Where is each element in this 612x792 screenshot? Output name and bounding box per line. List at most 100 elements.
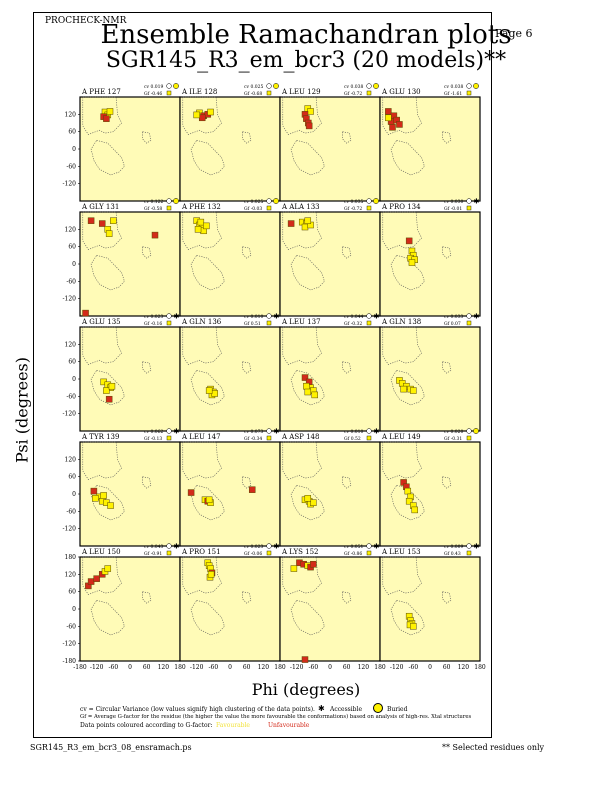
cv-clock-icon <box>266 83 272 89</box>
data-point <box>87 578 95 585</box>
allowed-region <box>342 591 352 604</box>
gf-value: Gf -0.34 <box>244 436 262 442</box>
buried-icon <box>473 428 479 434</box>
gf-swatch <box>166 435 172 441</box>
allowed-region <box>282 441 323 480</box>
y-tick-label: -120 <box>63 181 77 188</box>
x-tick-label: 60 <box>243 664 251 671</box>
panel-background <box>279 556 381 662</box>
gf-swatch <box>166 205 172 211</box>
y-tick-label: 120 <box>65 456 77 463</box>
x-tick-label: 180 <box>374 664 386 671</box>
x-tick-label: 120 <box>158 664 170 671</box>
legend-buried-icon <box>373 703 383 713</box>
accessible-icon: ✱ <box>174 428 180 436</box>
cv-clock-icon <box>366 83 372 89</box>
gf-value: Gf -0.91 <box>144 551 162 557</box>
y-tick-label: -60 <box>66 163 76 170</box>
panel-background <box>79 96 181 202</box>
residue-label: A GLU 130 <box>381 88 421 96</box>
data-point <box>197 218 205 226</box>
allowed-region <box>442 476 452 489</box>
residue-label: A LEU 137 <box>281 318 321 326</box>
allowed-region <box>290 139 325 176</box>
x-tick-label: -180 <box>73 664 87 671</box>
cv-clock-icon <box>266 313 272 319</box>
data-point <box>207 571 215 578</box>
data-point <box>205 387 213 394</box>
allowed-region <box>82 326 123 365</box>
gf-value: Gf -1.61 <box>444 91 462 97</box>
data-point <box>301 223 309 231</box>
cv-clock-icon <box>166 313 172 319</box>
cv-clock-icon <box>266 198 272 204</box>
x-tick-label: 0 <box>228 664 232 671</box>
accessible-icon: ✱ <box>474 313 480 321</box>
x-tick-label: 180 <box>174 664 186 671</box>
page-title: Ensemble Ramachandran plots <box>100 20 512 50</box>
y-tick-label: -60 <box>66 278 76 285</box>
panel-background <box>79 556 181 662</box>
x-tick-label: -60 <box>408 664 418 671</box>
data-point <box>303 382 310 390</box>
allowed-region <box>142 246 152 259</box>
allowed-region <box>342 476 352 489</box>
buried-icon <box>273 198 279 204</box>
gf-value: Gf -0.86 <box>344 551 362 557</box>
gf-value: Gf 0.52 <box>344 436 361 442</box>
gf-swatch <box>466 205 472 211</box>
y-tick-label: 60 <box>68 589 76 596</box>
panel-background <box>279 211 381 317</box>
allowed-region <box>190 369 225 406</box>
cv-value: cv 0.035 <box>344 199 364 205</box>
data-point <box>107 502 114 509</box>
data-point <box>301 656 309 663</box>
y-tick-label: 60 <box>68 244 76 251</box>
legend-cv-text: cv = Circular Variance (low values signi… <box>80 706 315 713</box>
data-point <box>105 395 113 403</box>
panel-background <box>179 556 281 662</box>
data-point <box>304 388 312 396</box>
footer-selected-note: ** Selected residues only <box>442 743 545 752</box>
cv-value: cv 0.030 <box>444 199 464 205</box>
allowed-region <box>282 326 323 365</box>
data-point <box>385 114 392 122</box>
accessible-icon: ✱ <box>374 313 380 321</box>
residue-label: A PHE 132 <box>181 203 221 211</box>
legend-unfavourable: Unfavourable <box>268 722 310 729</box>
x-tick-label: 60 <box>143 664 151 671</box>
cv-value: cv 0.051 <box>344 544 364 550</box>
allowed-region <box>190 139 225 176</box>
allowed-region <box>390 254 425 291</box>
data-point <box>104 565 112 572</box>
data-point <box>385 108 392 115</box>
panel-background <box>79 326 181 432</box>
gf-swatch <box>266 435 272 441</box>
allowed-region <box>90 369 125 406</box>
data-point <box>304 217 312 224</box>
allowed-region <box>382 326 423 365</box>
accessible-icon: ✱ <box>174 313 180 321</box>
data-point <box>207 108 214 116</box>
allowed-region <box>142 131 152 144</box>
allowed-region <box>290 484 325 521</box>
y-tick-label: -60 <box>66 623 76 630</box>
x-tick-label: 60 <box>343 664 351 671</box>
allowed-region <box>442 361 452 374</box>
allowed-region <box>142 591 152 604</box>
allowed-region <box>90 254 125 291</box>
y-tick-label: 120 <box>65 341 77 348</box>
allowed-region <box>442 591 452 604</box>
x-tick-label: 60 <box>443 664 451 671</box>
gf-swatch <box>366 205 372 211</box>
gf-swatch <box>466 550 472 556</box>
